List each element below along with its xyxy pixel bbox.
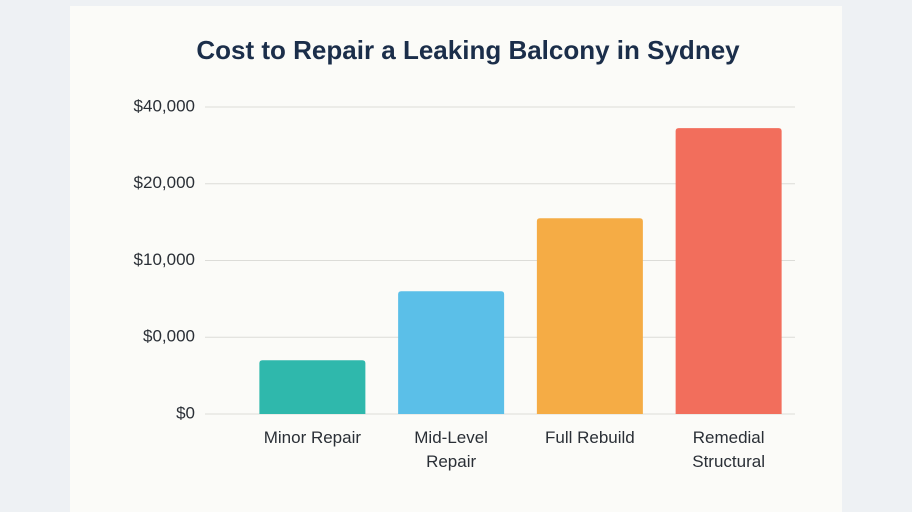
x-tick-label: Remedial Structural (692, 428, 765, 471)
bar (536, 218, 643, 414)
y-tick-label: $0 (176, 403, 195, 422)
bar (675, 128, 782, 414)
x-tick-label: Minor Repair (263, 428, 362, 447)
bar (259, 360, 366, 414)
x-tick-label: Mid-Level Repair (414, 428, 488, 471)
x-tick-label: Full Rebuild (544, 428, 635, 447)
bar (398, 291, 505, 414)
y-tick-label: $40,000 (134, 96, 195, 115)
y-tick-label: $20,000 (134, 173, 195, 192)
chart-title: Cost to Repair a Leaking Balcony in Sydn… (196, 35, 740, 65)
y-tick-label: $0,000 (143, 327, 195, 346)
y-tick-label: $10,000 (134, 250, 195, 269)
